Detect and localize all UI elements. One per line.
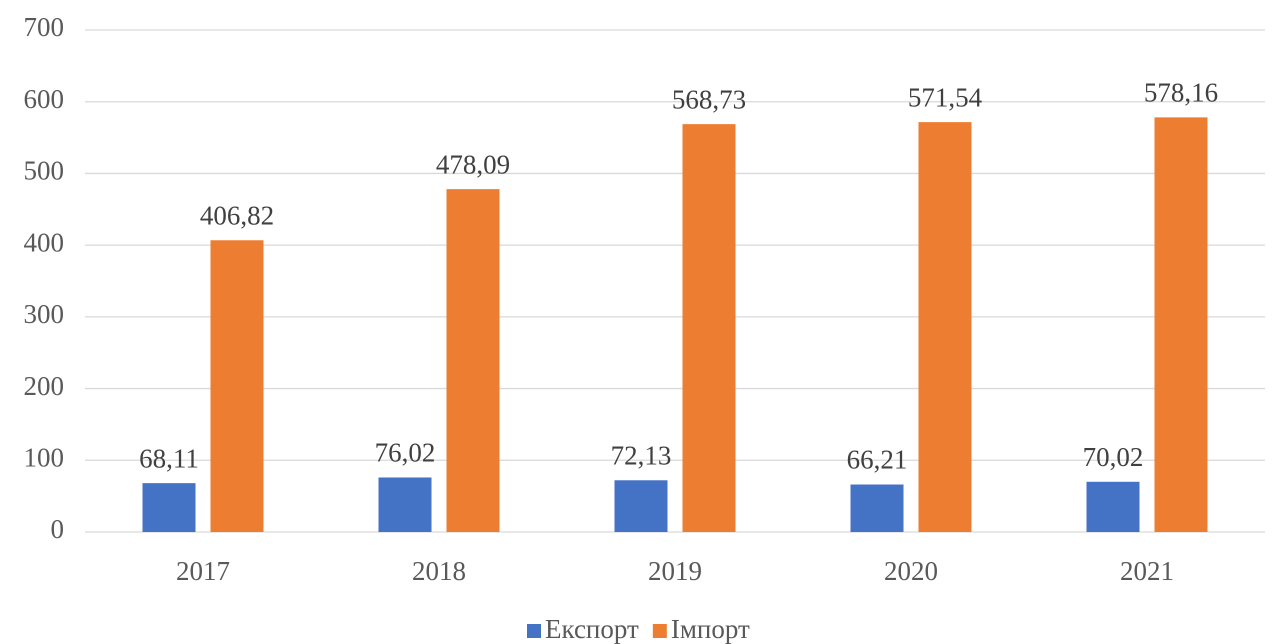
value-label: 568,73 [672, 84, 746, 114]
value-label: 406,82 [200, 200, 274, 230]
legend-label: Експорт [545, 614, 639, 644]
bar [851, 485, 904, 532]
y-tick-label: 300 [24, 299, 65, 329]
x-tick-label: 2019 [648, 556, 702, 586]
legend-label: Імпорт [671, 614, 750, 644]
value-label: 76,02 [375, 438, 436, 468]
bar [143, 483, 196, 532]
y-tick-label: 100 [24, 442, 65, 472]
value-label: 478,09 [436, 149, 510, 179]
y-tick-label: 0 [51, 514, 65, 544]
x-tick-label: 2020 [884, 556, 938, 586]
value-label: 66,21 [847, 445, 908, 475]
x-tick-label: 2021 [1120, 556, 1174, 586]
bar [379, 477, 432, 532]
value-label: 68,11 [139, 443, 199, 473]
chart: 0 100 200 300 400 500 600 700 2017 68,11 406,82 201… [0, 0, 1274, 644]
bar [919, 122, 972, 532]
value-label: 70,02 [1083, 442, 1144, 472]
bar [615, 480, 668, 532]
y-tick-label: 200 [24, 371, 65, 401]
y-tick-label: 500 [24, 156, 65, 186]
bar [683, 124, 736, 532]
value-label: 578,16 [1144, 78, 1218, 108]
bar [1155, 117, 1208, 532]
y-tick-label: 400 [24, 227, 65, 257]
legend-swatch [653, 624, 667, 638]
x-tick-label: 2018 [412, 556, 466, 586]
bar [1087, 482, 1140, 532]
y-tick-label: 600 [24, 84, 65, 114]
bar [447, 189, 500, 532]
x-tick-label: 2017 [176, 556, 230, 586]
value-label: 72,13 [611, 440, 672, 470]
legend-swatch [527, 624, 541, 638]
y-tick-label: 700 [24, 12, 65, 42]
value-label: 571,54 [908, 82, 983, 112]
bar [211, 240, 264, 532]
